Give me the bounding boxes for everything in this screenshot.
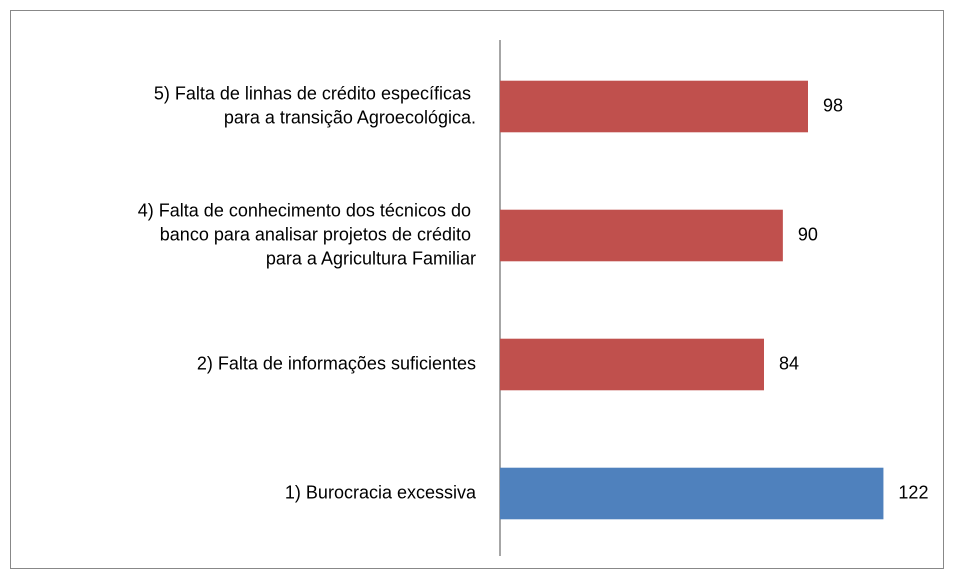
bar	[500, 80, 808, 133]
bar	[500, 338, 764, 391]
y-tick-label: 5) Falta de linhas de crédito específica…	[154, 83, 476, 127]
value-label: 90	[798, 224, 818, 244]
y-tick-label: 1) Burocracia excessiva	[285, 482, 477, 502]
y-tick-label: 2) Falta de informações suficientes	[197, 353, 476, 373]
value-label: 122	[898, 482, 928, 502]
y-tick-label: 4) Falta de conhecimento dos técnicos do…	[138, 200, 476, 268]
value-label: 84	[779, 353, 799, 373]
bar	[500, 467, 884, 520]
value-label: 98	[823, 95, 843, 115]
bar	[500, 209, 783, 262]
